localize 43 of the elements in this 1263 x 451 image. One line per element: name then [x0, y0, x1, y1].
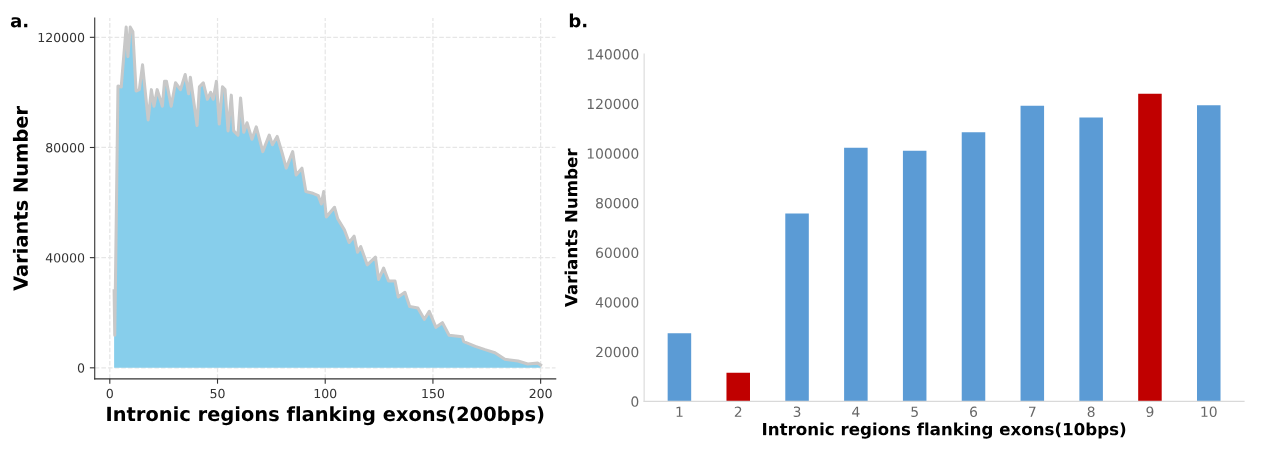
x-tick-label: 6: [970, 406, 978, 417]
y-tick-label: 140000: [587, 49, 639, 60]
text: a.: [10, 17, 28, 28]
bar: [902, 150, 927, 402]
y-tick-label: 0: [631, 396, 639, 407]
bar: [1020, 105, 1045, 402]
x-tick-label: 4: [852, 406, 860, 417]
x-tick-label: 150: [422, 388, 445, 399]
y-tick-label: 100000: [587, 148, 639, 159]
bar: [1138, 93, 1162, 402]
y-axis-title: Variants Number: [564, 148, 578, 307]
y-tick-label: 20000: [596, 346, 639, 358]
y-tick-label: 60000: [596, 247, 639, 259]
x-tick-label: 0: [106, 388, 113, 399]
y-tick-label: 80000: [46, 142, 85, 153]
y-tick-label: 80000: [596, 197, 639, 209]
bar: [1197, 105, 1221, 402]
text: b.: [569, 13, 587, 28]
x-tick-label: 100: [314, 388, 337, 399]
bar: [785, 213, 809, 402]
x-axis-title: Intronic regions flanking exons(10bps): [763, 422, 1126, 439]
x-tick-label: 9: [1146, 406, 1154, 417]
bar: [1079, 117, 1103, 402]
y-tick-label: 120000: [587, 98, 639, 110]
x-tick-label: 1: [676, 406, 683, 417]
y-tick-label: 40000: [45, 253, 85, 263]
x-tick-label: 50: [210, 388, 225, 399]
y-tick-label: 40000: [595, 297, 639, 308]
x-tick-label: 5: [911, 406, 918, 417]
x-axis-title: Intronic regions flanking exons(200bps): [107, 406, 544, 426]
bar: [961, 132, 986, 402]
x-tick-label: 8: [1087, 406, 1095, 417]
x-tick-label: 2: [734, 406, 742, 417]
x-tick-label: 10: [1201, 406, 1217, 417]
x-tick-label: 3: [793, 406, 801, 417]
y-tick-label: 120000: [38, 32, 85, 43]
bar: [726, 372, 750, 402]
bar: [667, 333, 692, 402]
bar: [844, 147, 868, 402]
y-axis-title: Variants Number: [12, 105, 28, 291]
x-tick-label: 7: [1029, 406, 1036, 417]
y-tick-label: 0: [77, 363, 85, 373]
x-tick-label: 200: [529, 388, 552, 399]
